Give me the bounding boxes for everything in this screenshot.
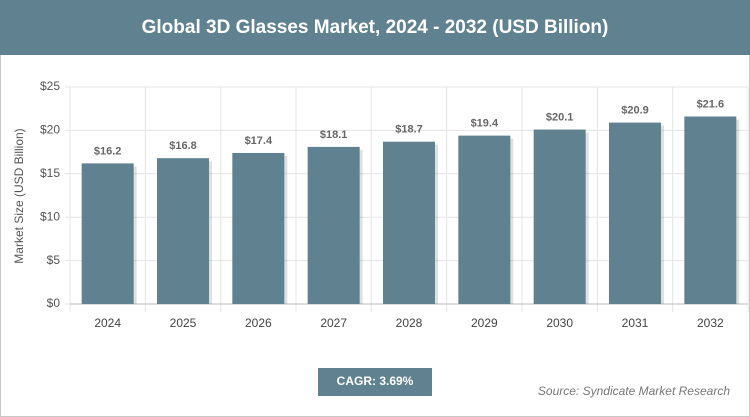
y-tick-label: $15 — [40, 166, 60, 180]
x-tick-label: 2031 — [622, 316, 649, 330]
value-label: $18.1 — [320, 129, 348, 141]
x-tick-label: 2030 — [546, 316, 573, 330]
y-tick-label: $25 — [40, 79, 60, 93]
cagr-box — [318, 368, 432, 396]
cagr-label: CAGR: 3.69% — [337, 374, 414, 388]
source: Source: Syndicate Market Research — [538, 384, 730, 398]
bar — [307, 146, 360, 304]
header-bar — [0, 0, 750, 55]
value-label: $18.7 — [395, 124, 423, 136]
x-tick-label: 2024 — [94, 316, 121, 330]
bar — [232, 152, 285, 304]
x-tick-label: 2026 — [245, 316, 272, 330]
value-label: $16.2 — [94, 145, 122, 157]
value-label: $20.1 — [546, 111, 574, 123]
bar — [157, 158, 209, 304]
value-label: $21.6 — [697, 98, 725, 110]
chart-title: Global 3D Glasses Market, 2024 - 2032 (U… — [142, 17, 609, 38]
bar — [383, 141, 435, 304]
bar — [458, 135, 511, 304]
bar — [609, 122, 661, 304]
bar — [684, 116, 737, 305]
y-tick-label: $10 — [40, 209, 60, 223]
x-tick-label: 2027 — [320, 316, 347, 330]
value-label: $16.8 — [169, 140, 197, 152]
value-label: $20.9 — [621, 104, 649, 116]
y-tick-label: $20 — [40, 123, 60, 137]
x-tick-label: 2032 — [697, 316, 724, 330]
x-tick-label: 2029 — [471, 316, 498, 330]
x-tick-label: 2028 — [396, 316, 423, 330]
value-label: $19.4 — [471, 118, 499, 130]
bar — [81, 163, 134, 304]
bar — [533, 129, 586, 304]
value-label: $17.4 — [245, 135, 273, 147]
y-tick-label: $0 — [47, 296, 61, 310]
y-axis-label: Market Size (USD Billion) — [12, 128, 26, 263]
y-tick-label: $5 — [47, 253, 61, 267]
x-tick-label: 2025 — [170, 316, 197, 330]
